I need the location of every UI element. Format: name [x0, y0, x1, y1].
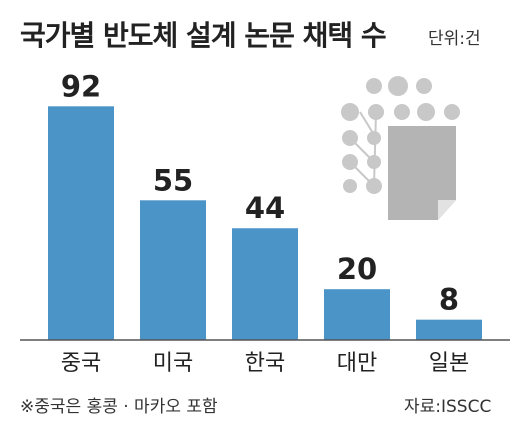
illustration-dot — [367, 131, 381, 145]
chart-title: 국가별 반도체 설계 논문 채택 수 — [20, 19, 387, 52]
illustration-dot — [416, 78, 432, 94]
bar — [140, 200, 206, 340]
illustration-connector — [349, 137, 375, 163]
illustration-connector — [373, 111, 377, 187]
illustration-connector — [349, 161, 375, 187]
bar — [324, 289, 390, 340]
value-label: 44 — [245, 191, 285, 225]
bars-group — [48, 106, 482, 340]
illustration-dot — [343, 179, 357, 193]
bar — [48, 106, 114, 340]
document-shape — [388, 126, 456, 220]
value-label: 55 — [153, 163, 193, 197]
bar — [232, 228, 298, 340]
unit-label: 단위:건 — [428, 29, 481, 49]
source-label: 자료:ISSCC — [404, 397, 492, 417]
category-label: 한국 — [245, 351, 285, 376]
category-label: 일본 — [429, 351, 469, 376]
document-fold — [438, 200, 456, 220]
illustration-connector — [359, 111, 377, 139]
illustration-dot — [394, 104, 410, 120]
value-label: 92 — [61, 69, 101, 103]
illustration-dot — [341, 103, 359, 121]
illustration-dot — [366, 78, 382, 94]
category-label: 대만 — [337, 351, 377, 376]
value-label: 8 — [439, 283, 459, 317]
chip-with-document-icon — [341, 76, 460, 220]
illustration-dot — [444, 104, 460, 120]
labels-group: 92 중국 55 미국 44 한국 20 대만 8 일본 — [61, 69, 469, 376]
illustration-dot — [417, 103, 435, 121]
bar — [416, 319, 482, 340]
category-label: 미국 — [153, 351, 193, 376]
category-label: 중국 — [61, 351, 101, 376]
footnote: ※중국은 홍콩 · 마카오 포함 — [20, 397, 218, 417]
illustration-dot — [388, 76, 408, 96]
value-label: 20 — [337, 252, 377, 286]
